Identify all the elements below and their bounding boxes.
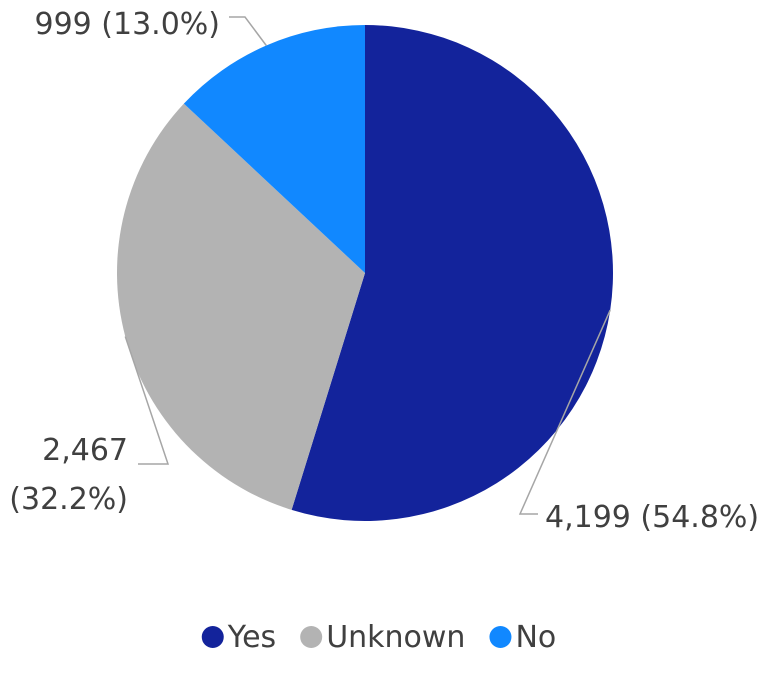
leader-line-no xyxy=(229,16,267,46)
leader-line-unknown xyxy=(124,336,170,465)
legend-label-no: No xyxy=(515,620,556,655)
legend-marker-no xyxy=(489,626,512,648)
legend-label-unknown: Unknown xyxy=(326,620,465,655)
data-label-unknown-line1: 2,467 xyxy=(42,433,128,468)
data-label-yes: 4,199 (54.8%) xyxy=(545,500,759,535)
data-label-no: 999 (13.0%) xyxy=(34,7,220,42)
pie-slice-yes xyxy=(291,25,614,521)
data-label-unknown-line2: (32.2%) xyxy=(9,482,128,517)
pie-slice-no xyxy=(183,25,365,273)
legend-marker-yes xyxy=(201,626,224,648)
data-labels: 4,199 (54.8%) 2,467 (32.2%) 999 (13.0%) xyxy=(9,7,759,535)
legend-item-yes: Yes xyxy=(201,620,276,655)
pie-slices xyxy=(117,25,614,521)
leader-line-yes xyxy=(518,309,611,515)
legend-item-no: No xyxy=(489,620,556,655)
pie-slice-unknown xyxy=(117,103,365,510)
legend-label-yes: Yes xyxy=(227,620,276,655)
legend-marker-unknown xyxy=(300,626,323,648)
legend: Yes Unknown No xyxy=(201,620,556,655)
legend-item-unknown: Unknown xyxy=(300,620,465,655)
